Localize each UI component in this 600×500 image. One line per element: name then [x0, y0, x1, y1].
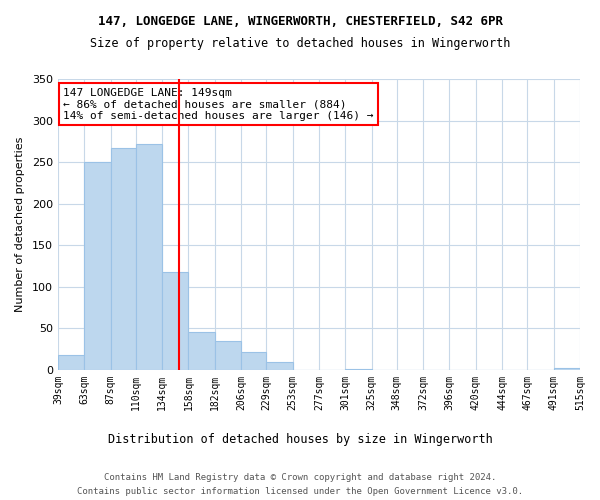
Bar — [188, 332, 215, 370]
Bar — [58, 355, 84, 370]
Text: Size of property relative to detached houses in Wingerworth: Size of property relative to detached ho… — [90, 38, 510, 51]
Bar — [554, 368, 580, 370]
Bar — [266, 362, 293, 370]
Bar — [215, 341, 241, 370]
Bar — [345, 369, 371, 370]
Bar — [110, 148, 136, 370]
Text: Contains public sector information licensed under the Open Government Licence v3: Contains public sector information licen… — [77, 488, 523, 496]
Text: 147, LONGEDGE LANE, WINGERWORTH, CHESTERFIELD, S42 6PR: 147, LONGEDGE LANE, WINGERWORTH, CHESTER… — [97, 15, 503, 28]
Bar — [241, 352, 266, 370]
Text: Distribution of detached houses by size in Wingerworth: Distribution of detached houses by size … — [107, 432, 493, 446]
Bar — [162, 272, 188, 370]
Bar — [84, 162, 110, 370]
Bar — [136, 144, 162, 370]
Text: 147 LONGEDGE LANE: 149sqm
← 86% of detached houses are smaller (884)
14% of semi: 147 LONGEDGE LANE: 149sqm ← 86% of detac… — [63, 88, 374, 121]
Y-axis label: Number of detached properties: Number of detached properties — [15, 137, 25, 312]
Text: Contains HM Land Registry data © Crown copyright and database right 2024.: Contains HM Land Registry data © Crown c… — [104, 472, 496, 482]
